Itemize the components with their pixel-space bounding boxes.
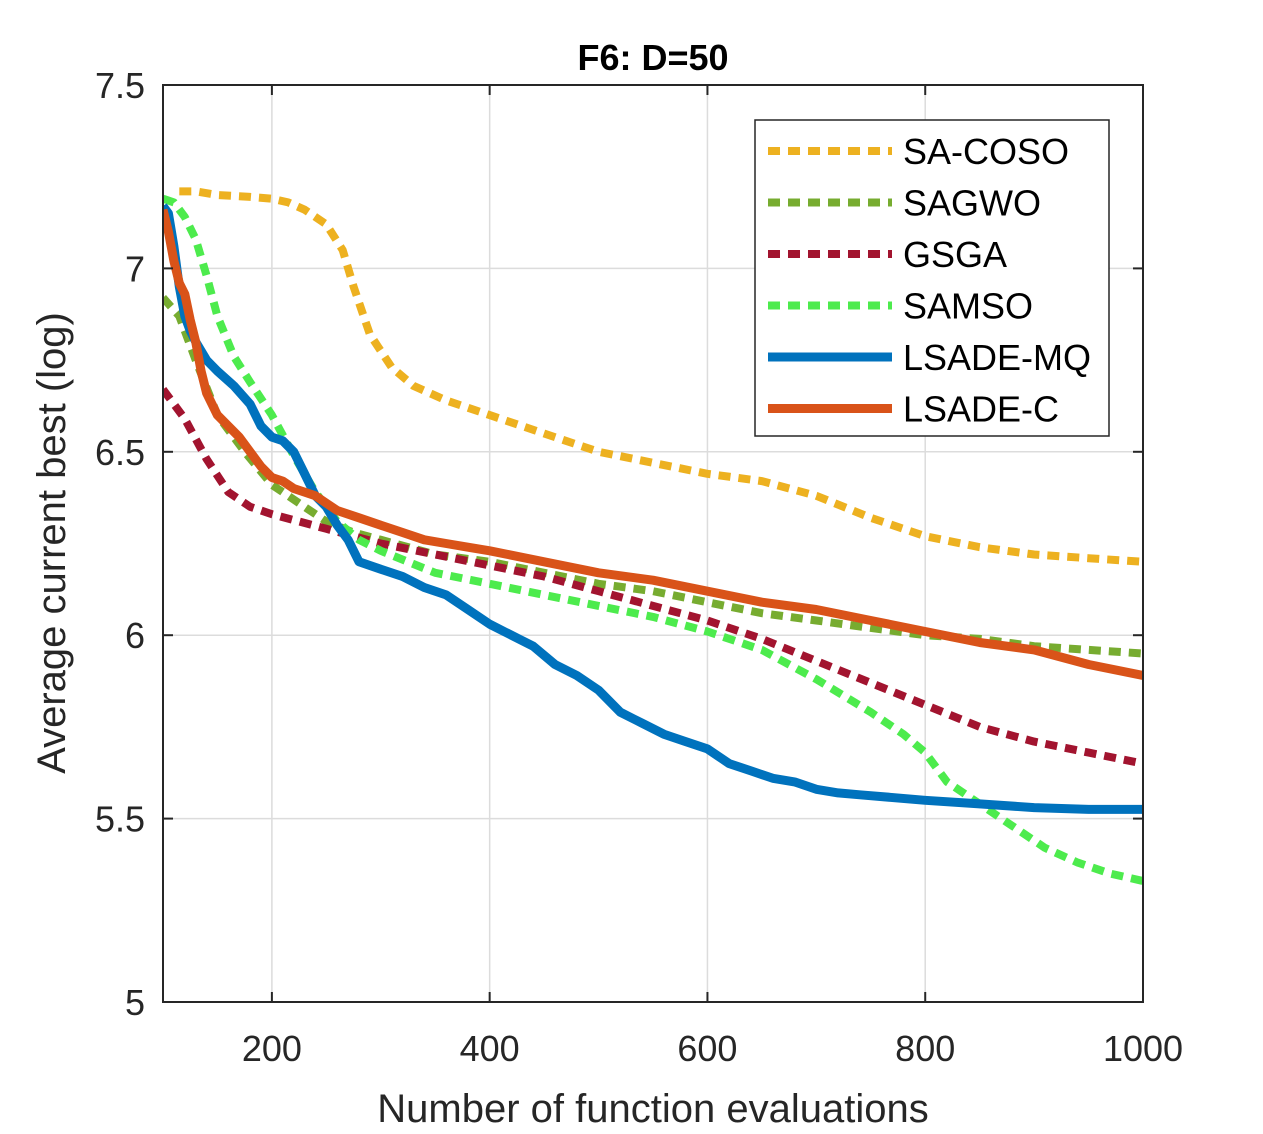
x-tick-label: 800	[895, 1028, 955, 1069]
y-tick-label: 5	[125, 982, 145, 1023]
series-line-gsga	[163, 387, 1143, 768]
x-axis-label: Number of function evaluations	[377, 1087, 928, 1131]
legend-label: GSGA	[903, 234, 1007, 275]
y-axis-label: Average current best (log)	[30, 312, 74, 774]
legend-label: SA-COSO	[903, 131, 1069, 172]
chart-title: F6: D=50	[577, 37, 728, 78]
x-tick-label: 600	[677, 1028, 737, 1069]
plot-frame	[162, 84, 1144, 1003]
series-line-lsade-mq	[163, 203, 1143, 814]
x-tick-label: 200	[242, 1028, 302, 1069]
series-line-lsade-c	[163, 208, 1143, 680]
legend-label: LSADE-MQ	[903, 337, 1091, 378]
x-tick-label: 400	[460, 1028, 520, 1069]
y-tick-label: 6.5	[95, 432, 145, 473]
y-tick-label: 5.5	[95, 799, 145, 840]
series-layer	[163, 187, 1143, 885]
axis-ticks: 200 400 600 800 1000 5 5.5 6 6.5 7 7.5	[95, 65, 1183, 1069]
legend-label: SAMSO	[903, 286, 1033, 327]
legend-label: LSADE-C	[903, 389, 1059, 430]
y-tick-label: 6	[125, 615, 145, 656]
legend-label: SAGWO	[903, 183, 1041, 224]
x-tick-label: 1000	[1103, 1028, 1183, 1069]
y-tick-label: 7.5	[95, 65, 145, 106]
legend-box	[754, 119, 1110, 437]
legend: SA-COSO SAGWO GSGA SAMSO LSADE-MQ LSADE-C	[754, 119, 1110, 437]
y-tick-label: 7	[125, 248, 145, 289]
